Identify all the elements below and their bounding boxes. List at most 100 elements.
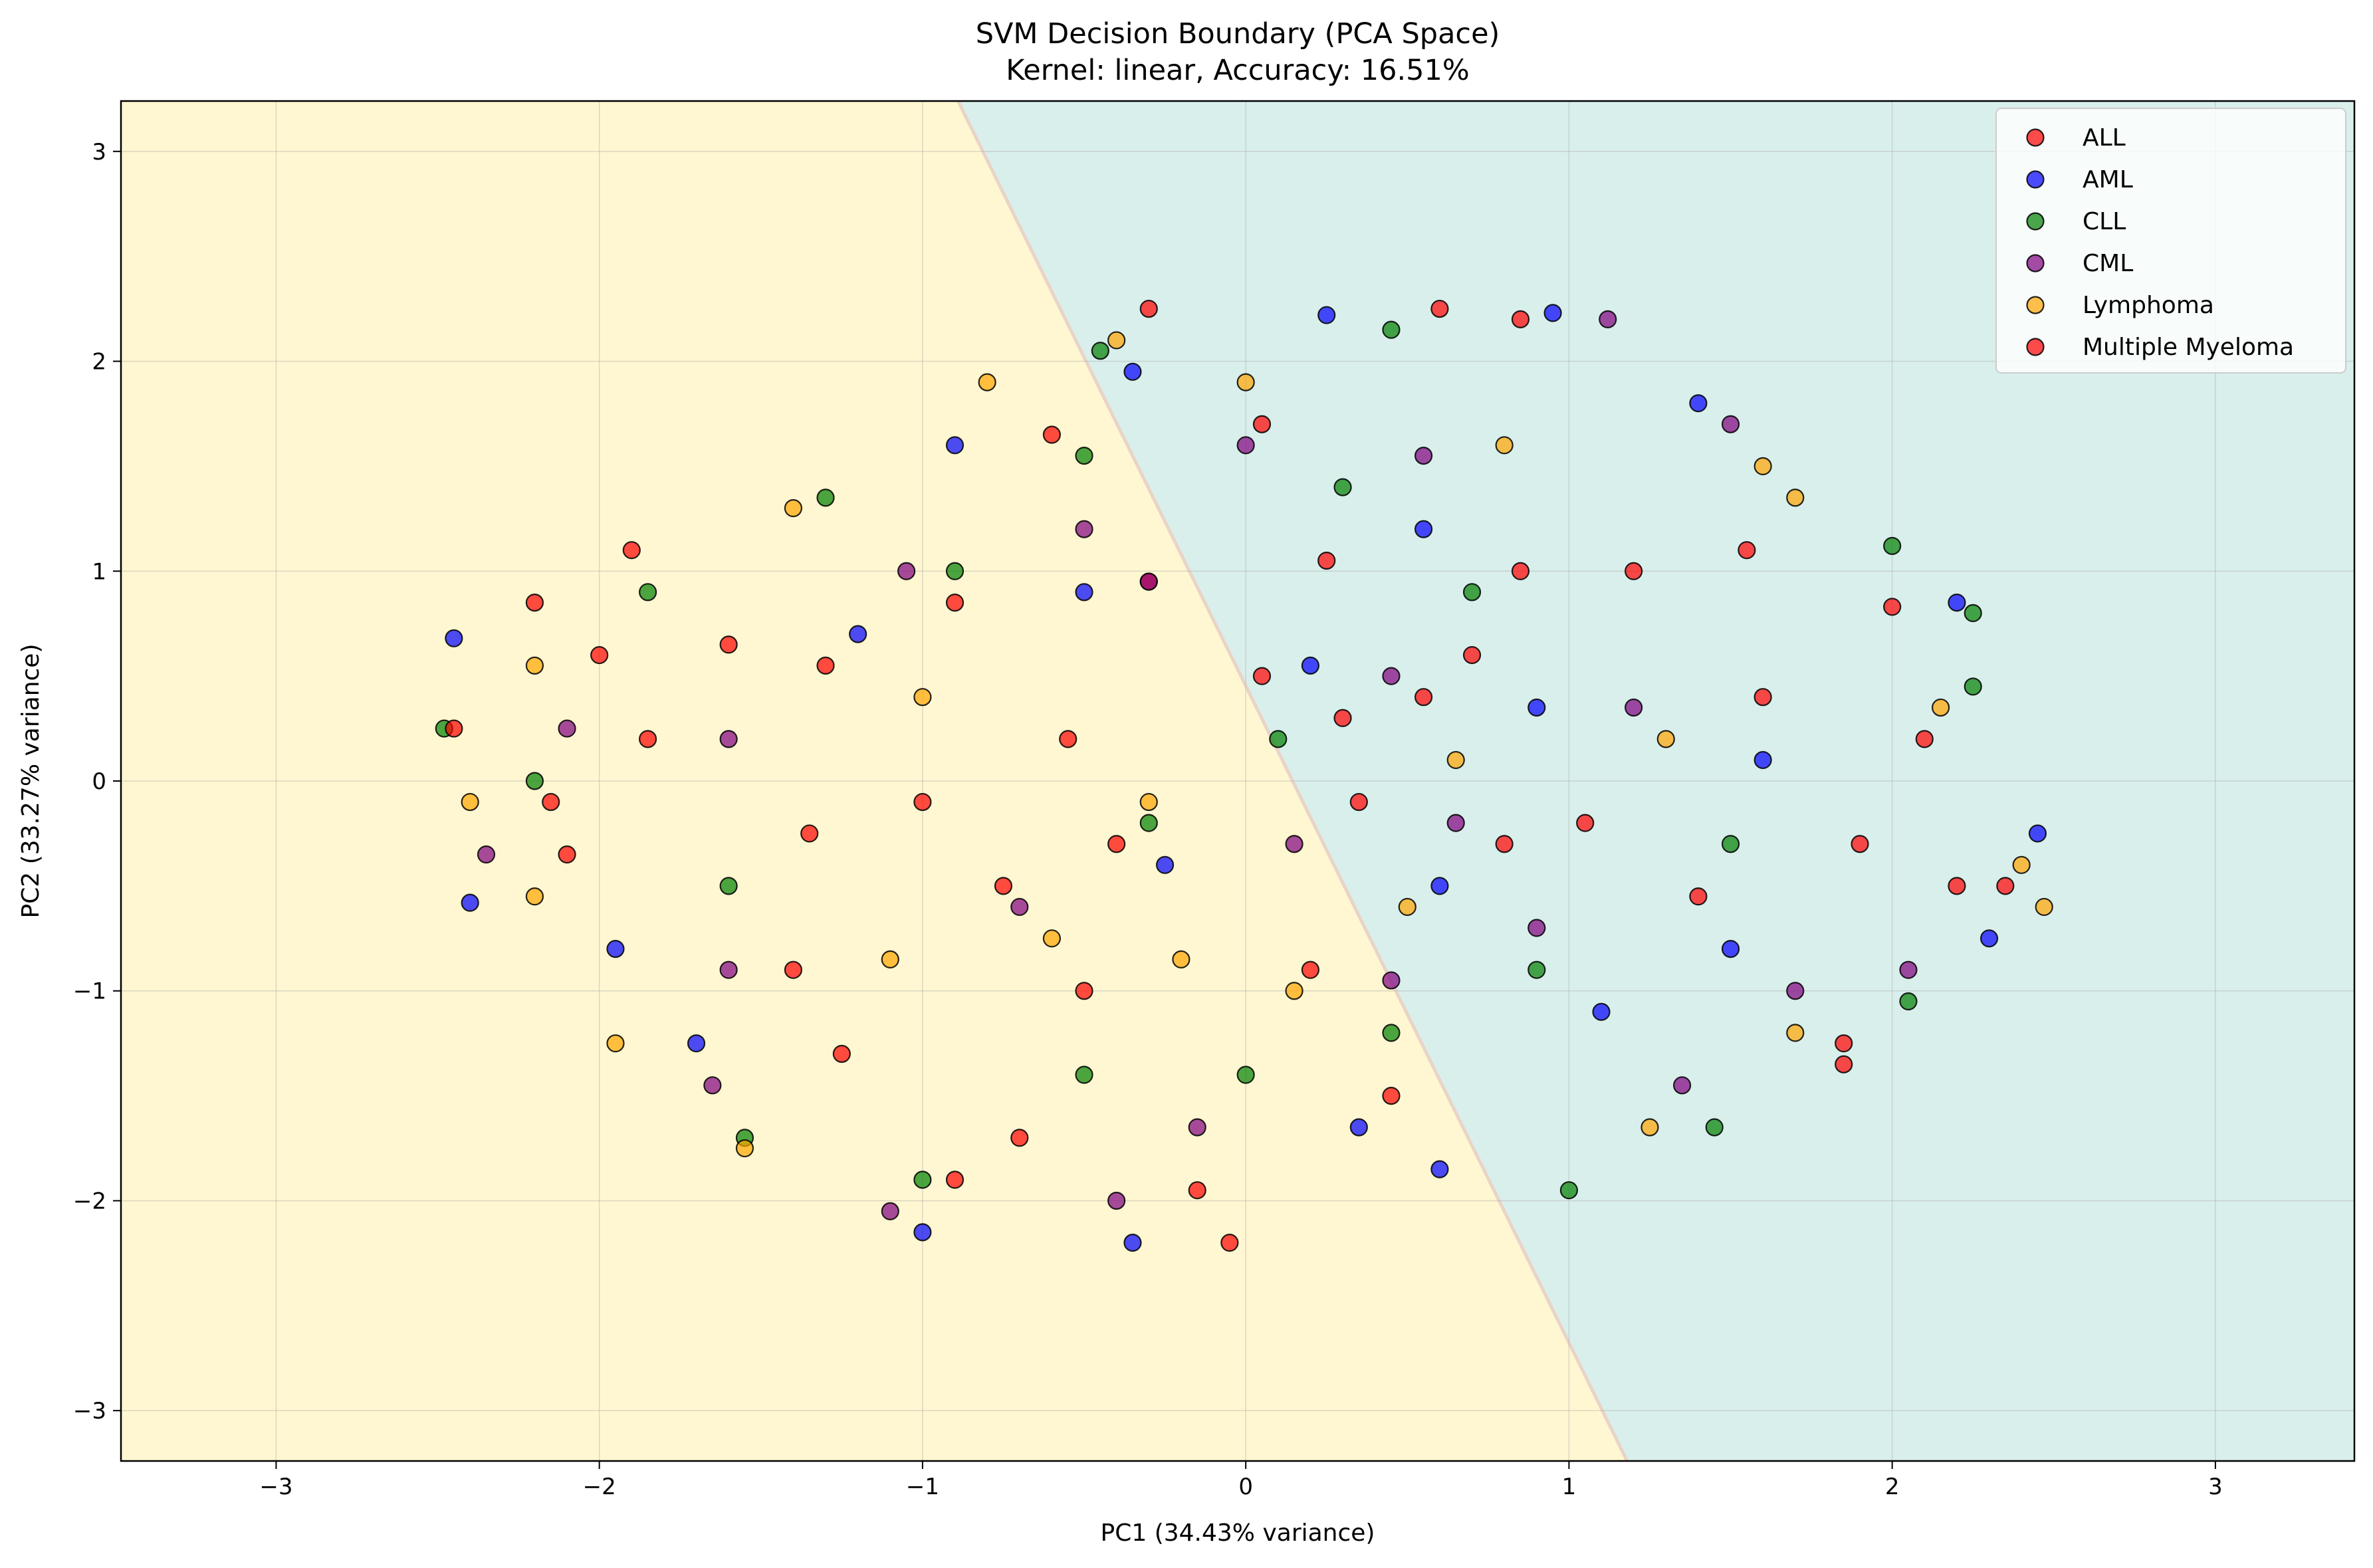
data-point: [1511, 310, 1530, 328]
data-point: [558, 719, 576, 738]
data-point: [1236, 373, 1255, 392]
data-point: [1059, 730, 1077, 748]
data-point: [1123, 362, 1142, 381]
data-point: [1915, 730, 1934, 748]
legend-marker: [2026, 296, 2045, 314]
data-point: [703, 1076, 722, 1095]
legend-item: ALL: [2026, 124, 2126, 152]
data-point: [1462, 583, 1482, 602]
data-point: [1753, 750, 1772, 770]
data-point: [1285, 982, 1303, 1000]
data-point: [1786, 982, 1805, 1000]
data-point: [1689, 887, 1708, 906]
series-aml: [445, 304, 2047, 1252]
data-point: [1753, 688, 1772, 707]
data-point: [1721, 835, 1740, 853]
data-point: [1414, 520, 1433, 538]
data-point: [1964, 604, 1982, 623]
data-point: [1543, 304, 1562, 322]
x-tick-label: −2: [583, 1474, 616, 1500]
data-point: [1252, 415, 1272, 433]
data-point: [1301, 960, 1320, 979]
data-point: [1382, 1024, 1401, 1042]
data-point: [1931, 698, 1950, 717]
data-point: [784, 499, 803, 518]
x-tick-label: 3: [2208, 1474, 2223, 1500]
data-point: [1107, 331, 1126, 350]
data-point: [1398, 897, 1416, 917]
chart-title: SVM Decision Boundary (PCA Space): [976, 17, 1500, 51]
data-point: [1625, 698, 1643, 717]
data-points: [435, 299, 2053, 1252]
data-point: [525, 594, 544, 612]
decision-regions: [121, 101, 2354, 1461]
data-point: [1948, 594, 1966, 612]
data-point: [1301, 656, 1320, 675]
data-point: [1285, 835, 1303, 853]
data-point: [1269, 730, 1288, 748]
data-point: [719, 960, 738, 979]
data-point: [1835, 1055, 1853, 1073]
data-point: [1721, 939, 1740, 958]
data-point: [945, 562, 964, 580]
data-point: [1414, 688, 1433, 707]
data-point: [1188, 1118, 1206, 1137]
data-point: [1010, 1129, 1029, 1147]
legend-item: Multiple Myeloma: [2026, 334, 2294, 361]
data-point: [1236, 1065, 1255, 1084]
data-point: [945, 436, 964, 455]
data-point: [994, 877, 1013, 895]
data-point: [1851, 835, 1869, 853]
data-point: [1091, 342, 1109, 360]
data-point: [558, 845, 576, 864]
legend-marker: [2026, 254, 2045, 273]
data-point: [1511, 562, 1530, 580]
data-point: [638, 730, 657, 748]
data-point: [1948, 877, 1966, 895]
data-point: [1996, 877, 2015, 895]
data-point: [477, 845, 496, 864]
data-point: [638, 583, 657, 602]
y-tick-label: 0: [92, 768, 106, 795]
legend-box: [1995, 108, 2346, 374]
y-tick-label: 2: [92, 349, 106, 376]
data-point: [1075, 447, 1093, 465]
x-tick-label: 2: [1885, 1474, 1900, 1500]
data-point: [881, 950, 899, 968]
legend-item: CLL: [2026, 208, 2126, 235]
legend-label: ALL: [2083, 124, 2126, 152]
y-tick-label: −1: [73, 978, 106, 1005]
data-point: [1252, 667, 1272, 685]
data-point: [445, 719, 463, 738]
data-point: [1107, 835, 1126, 853]
axis-ticks: −3 −2 −1 0 1 2 3 −3 −2 −1 0 1 2 3: [73, 139, 2223, 1500]
legend-item: Lymphoma: [2026, 292, 2214, 319]
data-point: [1333, 709, 1352, 727]
data-point: [1430, 1160, 1449, 1178]
data-point: [1495, 835, 1514, 853]
data-point: [1155, 855, 1175, 874]
data-point: [1349, 1118, 1368, 1137]
y-tick-label: −2: [73, 1188, 106, 1214]
data-point: [913, 688, 932, 707]
data-point: [832, 1044, 851, 1064]
data-point: [1382, 1087, 1401, 1105]
data-point: [1075, 583, 1093, 602]
data-point: [1672, 1076, 1692, 1095]
data-point: [978, 373, 996, 392]
data-point: [897, 562, 916, 580]
data-point: [1317, 551, 1336, 570]
data-point: [800, 824, 819, 843]
data-point: [719, 877, 738, 895]
data-point: [622, 541, 641, 560]
legend-marker: [2026, 128, 2045, 147]
data-point: [1592, 1002, 1611, 1021]
data-point: [1738, 541, 1756, 560]
grid: [121, 101, 2354, 1461]
legend-label: Lymphoma: [2083, 292, 2214, 319]
data-point: [445, 629, 463, 647]
data-point: [1333, 478, 1352, 497]
data-point: [2012, 855, 2031, 874]
y-tick-label: 1: [92, 558, 106, 585]
data-point: [1786, 489, 1805, 507]
